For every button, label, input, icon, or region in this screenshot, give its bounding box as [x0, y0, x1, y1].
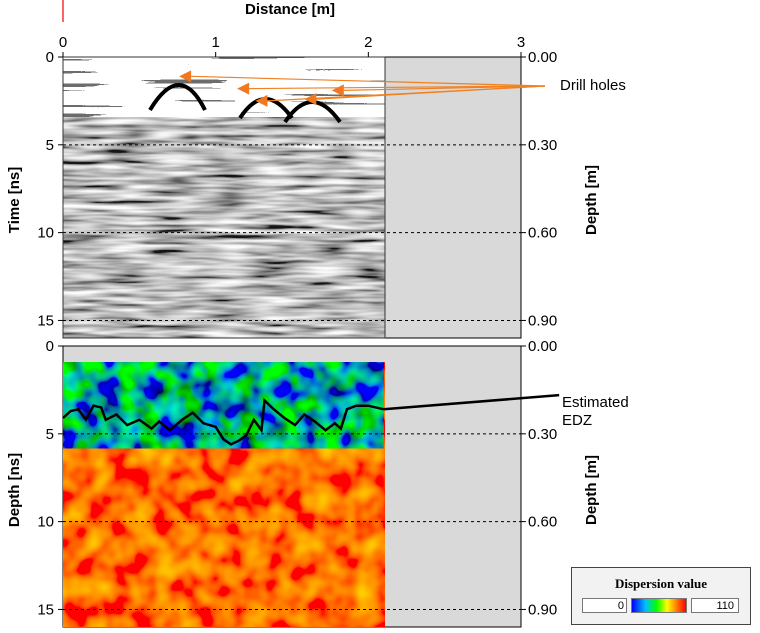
radargram-reflections	[63, 57, 385, 117]
colorbar-legend: Dispersion value 0 110	[571, 567, 751, 625]
hyperbola-1	[148, 83, 207, 112]
colorbar-max-value: 110	[691, 598, 739, 613]
colorbar-title: Dispersion value	[614, 576, 708, 591]
radargram-y2-ticks: 0.00 0.30 0.60 0.90	[521, 49, 557, 329]
y2-tick-label: 0.90	[528, 312, 557, 329]
drill-hole-markers	[179, 70, 546, 107]
drill-hole-marker	[331, 84, 344, 97]
x-tick-label: 3	[517, 34, 525, 51]
dispersion-panel: 0 5 10 15 0.00 0.30 0.60 0.90 Depth [ns] Depth…	[6, 338, 629, 628]
drill-hole-marker	[304, 93, 317, 106]
y2-tick-label: 0.60	[528, 514, 557, 531]
drill-hole-arrow	[343, 85, 546, 91]
dispersion-low-zone	[63, 362, 384, 449]
colorbar-min-value: 0	[582, 598, 627, 613]
drill-hole-arrow	[191, 75, 546, 87]
y-tick-label: 10	[37, 225, 54, 242]
x-tick-label: 0	[59, 34, 67, 51]
radargram-x-ticks: 0 1 2 3	[59, 34, 525, 57]
radargram-panel: 0 5 10 15 0.00 0.30 0.60 0.90 0 1 2 3 Distance [m…	[6, 0, 626, 339]
drill-holes-label: Drill holes	[560, 77, 626, 94]
edz-line	[62, 397, 384, 446]
y-tick-label: 10	[37, 514, 54, 531]
bottom-y-axis-title: Depth [ns]	[6, 453, 23, 527]
top-y-axis-title: Time [ns]	[6, 167, 23, 233]
y2-tick-label: 0.00	[528, 49, 557, 66]
dispersion-gridlines	[63, 433, 521, 610]
dispersion-y-ticks: 0 5 10 15	[37, 338, 63, 618]
colorbar-ramp	[631, 598, 687, 613]
drill-hole-marker	[179, 70, 192, 83]
y-tick-label: 15	[37, 312, 54, 329]
y2-tick-label: 0.00	[528, 338, 557, 355]
x-tick-label: 1	[211, 34, 219, 51]
y2-tick-label: 0.30	[528, 137, 557, 154]
radargram-gridlines	[63, 144, 521, 321]
drill-hole-arrow	[249, 85, 546, 90]
x-axis-title: Distance [m]	[245, 1, 335, 18]
drill-hole-marker	[255, 94, 268, 107]
y-tick-label: 0	[46, 49, 54, 66]
y2-tick-label: 0.90	[528, 601, 557, 618]
top-y2-axis-title: Depth [m]	[583, 165, 600, 235]
drill-hole-marker	[237, 82, 250, 95]
bottom-y2-axis-title: Depth [m]	[583, 455, 600, 525]
dispersion-y2-ticks: 0.00 0.30 0.60 0.90	[521, 338, 557, 618]
y2-tick-label: 0.30	[528, 426, 557, 443]
y-tick-label: 5	[46, 137, 54, 154]
drill-hole-arrow	[316, 85, 546, 100]
x-tick-label: 2	[364, 34, 372, 51]
edz-label: Estimated EDZ	[562, 394, 629, 429]
y-tick-label: 5	[46, 426, 54, 443]
y-tick-label: 0	[46, 338, 54, 355]
radargram-y-ticks: 0 5 10 15	[37, 49, 63, 329]
y2-tick-label: 0.60	[528, 225, 557, 242]
y-tick-label: 15	[37, 601, 54, 618]
edz-leader-line	[383, 393, 560, 411]
